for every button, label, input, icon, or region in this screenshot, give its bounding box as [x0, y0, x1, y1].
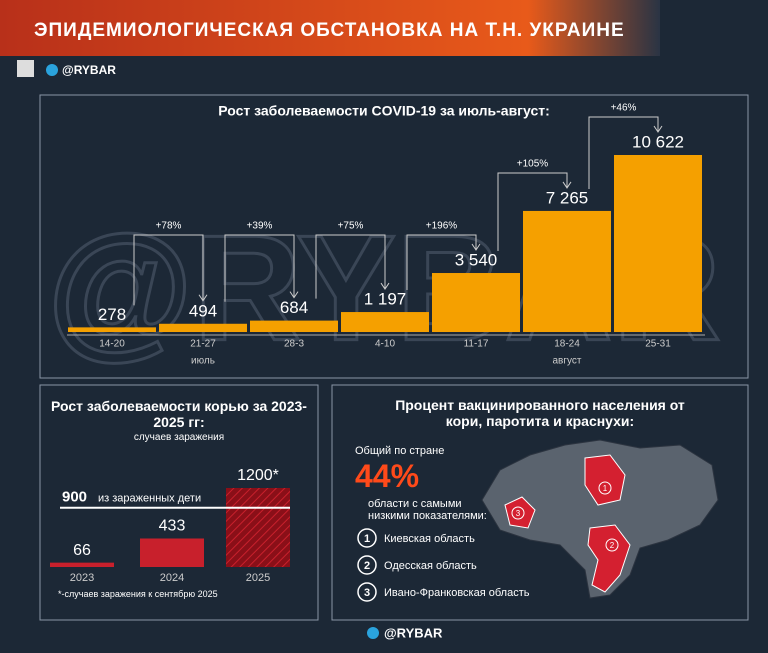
telegram-icon — [367, 627, 379, 639]
x-tick-label: 4-10 — [375, 339, 395, 350]
map-rank: 2 — [610, 541, 615, 550]
growth-arrow — [133, 234, 204, 306]
bar — [341, 312, 429, 332]
national-share: 44% — [355, 458, 420, 494]
growth-arrow — [406, 234, 477, 291]
chart-title: Рост заболеваемости корью за 2023-2025 г… — [51, 398, 307, 430]
map — [481, 439, 719, 599]
header-bar — [0, 0, 660, 56]
x-tick-label: 2025 — [246, 572, 270, 584]
reference-value: 900 — [62, 489, 87, 506]
value-label: 494 — [189, 301, 217, 320]
map-region — [587, 524, 631, 593]
map-rank: 1 — [603, 484, 608, 493]
bar — [68, 327, 156, 332]
chart-title: Рост заболеваемости COVID-19 за июль-авг… — [218, 103, 550, 119]
rank: 1 — [364, 533, 370, 545]
arrow-head — [380, 282, 390, 290]
rank: 2 — [364, 560, 370, 572]
growth-label: +46% — [611, 103, 637, 114]
rank-badge — [357, 528, 377, 548]
arrow-head — [653, 125, 663, 133]
x-tick-label: 25-31 — [645, 339, 671, 350]
growth-label: +105% — [517, 159, 549, 170]
telegram-icon — [46, 64, 58, 76]
group-label: август — [553, 356, 582, 367]
growth-arrow — [497, 172, 568, 252]
bar — [614, 155, 702, 332]
header-handle: @RYBAR — [62, 63, 116, 77]
map-country — [481, 439, 719, 599]
growth-arrow — [224, 234, 295, 302]
growth-arrow — [315, 234, 386, 299]
bar — [50, 562, 114, 567]
region-name: Ивано-Франковская область — [384, 587, 530, 599]
growth-label: +78% — [156, 221, 182, 232]
reference-label: из зараженных дети — [98, 493, 201, 505]
lowest-label: области с самыми низкими показателями: — [368, 498, 487, 522]
bar — [250, 320, 338, 332]
value-label: 433 — [159, 518, 186, 535]
qr-code — [17, 60, 34, 77]
region-name: Киевская область — [384, 533, 475, 545]
bar — [140, 538, 204, 567]
value-label: 278 — [98, 305, 126, 324]
value-label: 3 540 — [455, 250, 498, 269]
x-tick-label: 18-24 — [554, 339, 580, 350]
x-tick-label: 11-17 — [464, 339, 489, 350]
footnote: *-случаев заражения к сентябрю 2025 — [58, 589, 218, 599]
value-label: 1200* — [237, 467, 279, 484]
panel — [331, 384, 749, 621]
value-label: 66 — [73, 542, 91, 559]
growth-label: +39% — [247, 221, 273, 232]
group-label: июль — [191, 356, 215, 367]
bar — [523, 210, 611, 332]
growth-label: +75% — [338, 221, 364, 232]
map-region — [584, 454, 626, 506]
arrow-head — [289, 291, 299, 299]
value-label: 1 197 — [364, 290, 407, 309]
panel-title: Процент вакцинированного населения от ко… — [395, 397, 685, 429]
rank-badge — [357, 582, 377, 602]
arrow-head — [562, 181, 572, 189]
chart-subtitle: случаев заражения — [133, 432, 225, 443]
rank: 3 — [364, 587, 370, 599]
bar — [432, 273, 520, 332]
value-label: 684 — [280, 298, 308, 317]
national-label: Общий по стране — [355, 445, 445, 457]
rank-badge — [357, 555, 377, 575]
value-label: 10 622 — [632, 132, 684, 151]
growth-arrow — [588, 116, 659, 189]
growth-label: +196% — [426, 221, 458, 232]
value-label: 7 265 — [546, 188, 589, 207]
header-title: ЭПИДЕМИОЛОГИЧЕСКАЯ ОБСТАНОВКА НА Т.Н. УК… — [34, 20, 625, 41]
bar — [159, 323, 247, 332]
region-name: Одесская область — [384, 560, 477, 572]
x-tick-label: 14-20 — [99, 339, 125, 350]
arrow-head — [198, 294, 208, 302]
panel — [39, 384, 319, 621]
x-tick-label: 2024 — [160, 572, 184, 584]
map-marker — [511, 506, 525, 520]
arrow-head — [471, 243, 481, 251]
x-tick-label: 28-3 — [284, 339, 304, 350]
footer-handle: @RYBAR — [384, 625, 443, 640]
x-tick-label: 21-27 — [190, 339, 216, 350]
bar — [226, 488, 290, 567]
x-tick-label: 2023 — [70, 572, 94, 584]
map-marker — [598, 481, 612, 495]
map-marker — [605, 538, 619, 552]
panel — [39, 94, 749, 379]
map-rank: 3 — [516, 509, 521, 518]
